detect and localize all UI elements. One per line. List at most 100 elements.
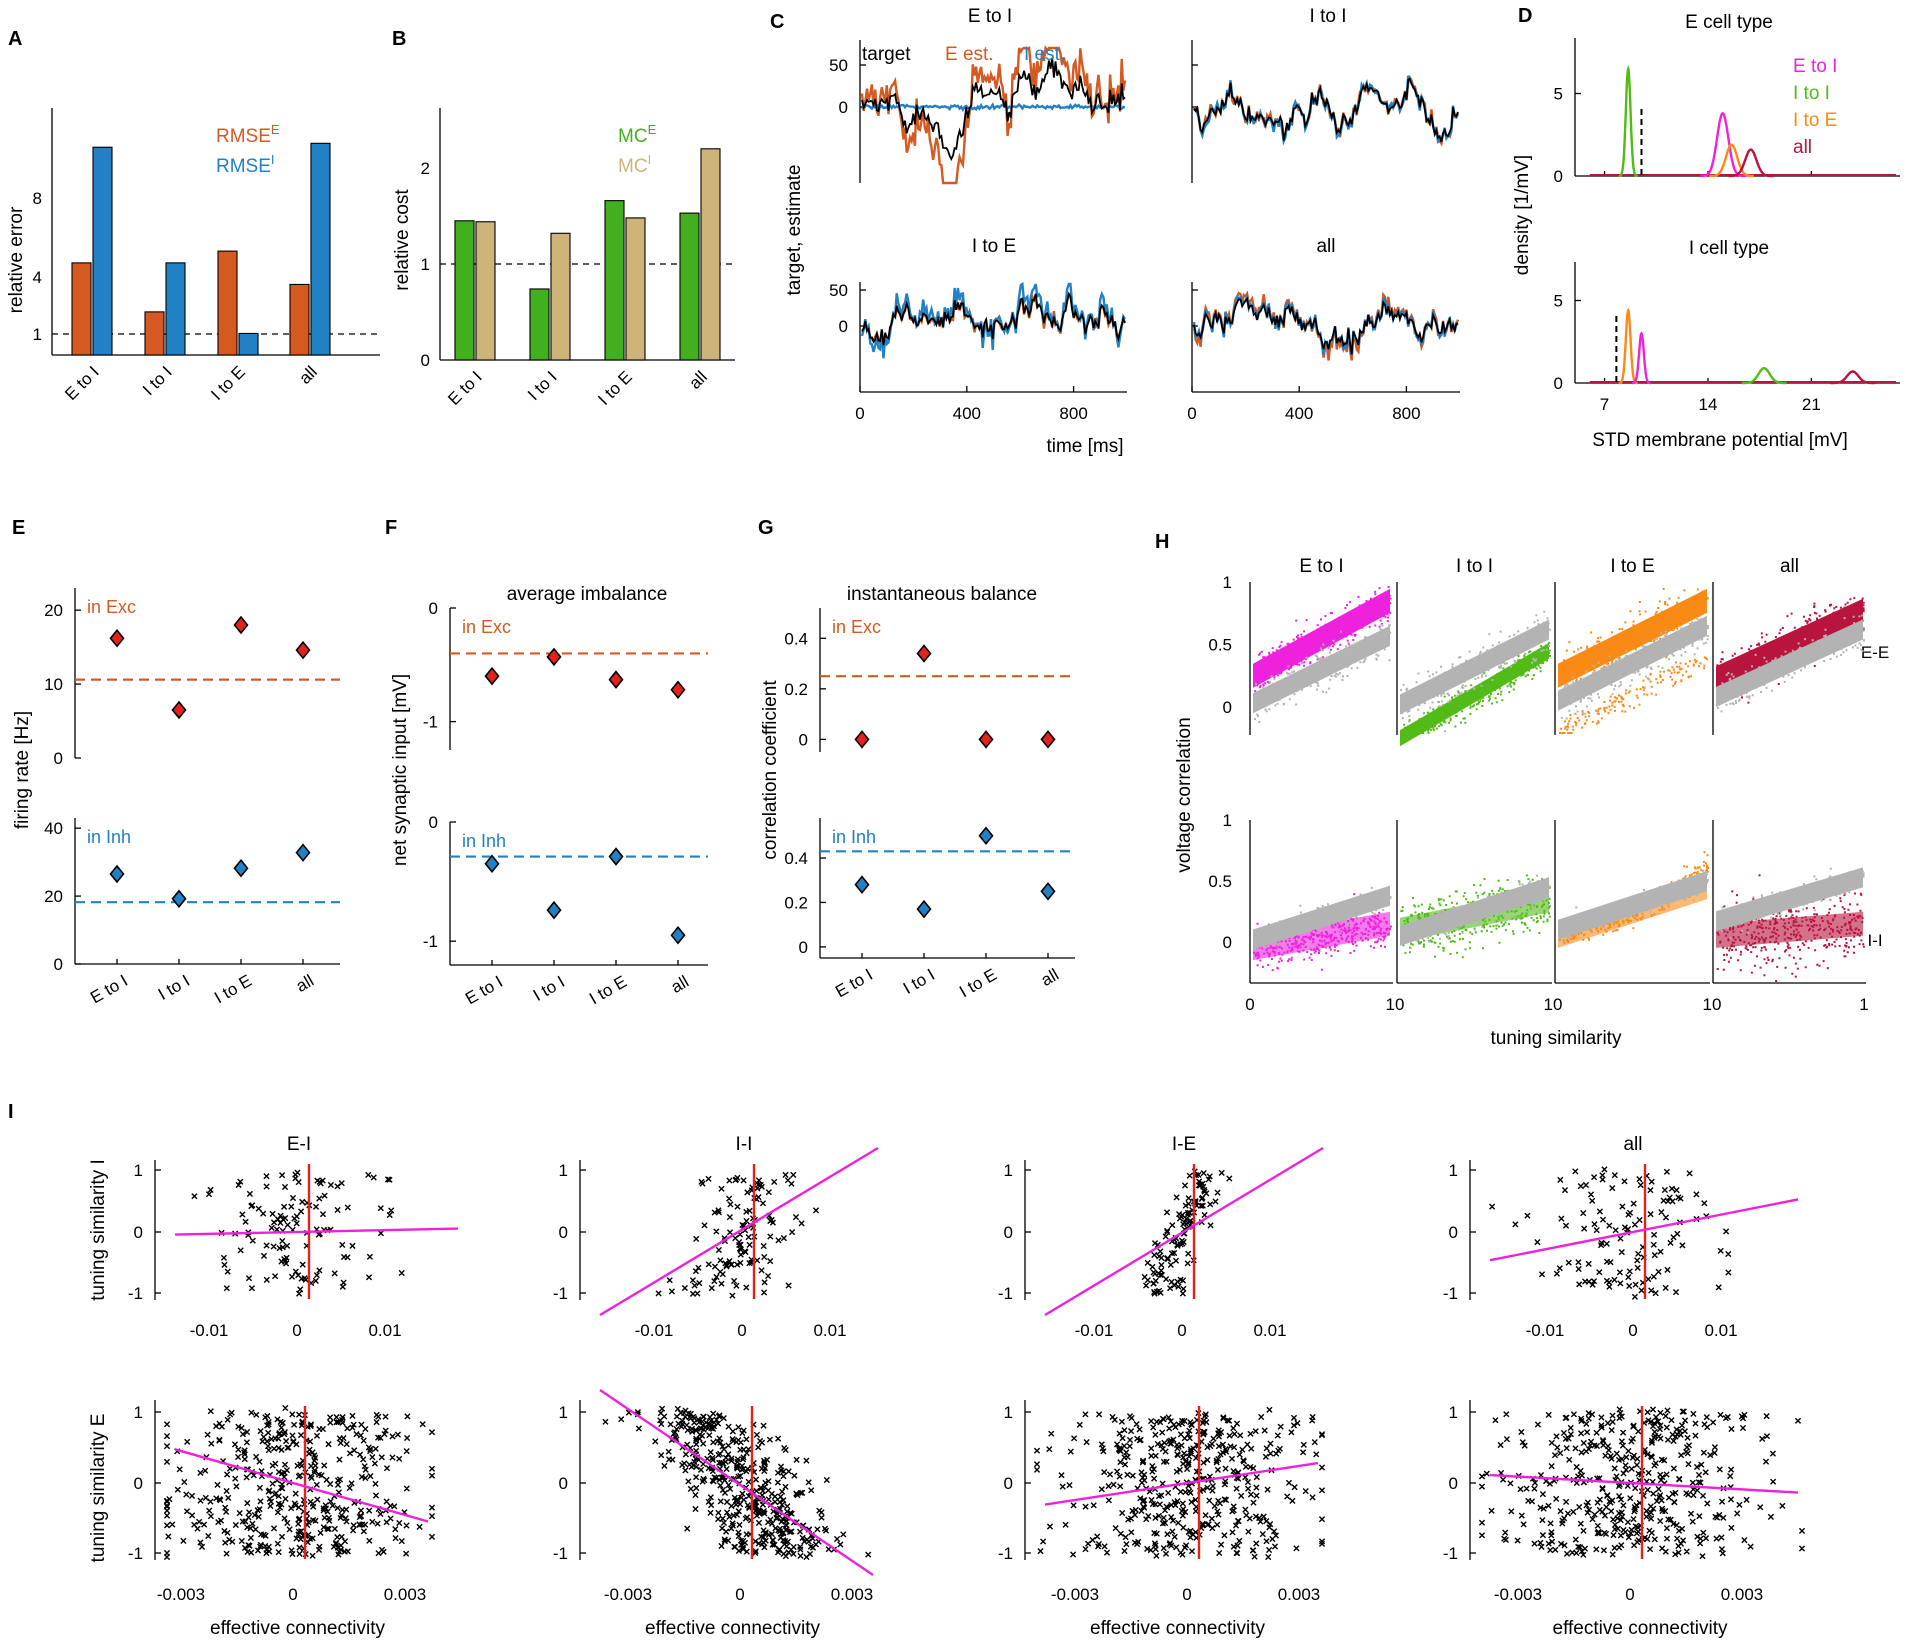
panel-h-ee-all-gray-scatter (1716, 614, 1865, 713)
panel-c-i-to-i-i-est-trace (1193, 75, 1460, 146)
panel-d-plot: 0 5 0 5 7 14 21 (1554, 38, 1900, 414)
panel-g: G correlation coefficient instantaneous … (758, 517, 1075, 1001)
panel-i-ylabel-bottom: tuning similarity E (88, 1414, 109, 1563)
panel-h-xtick-4: 1 (1859, 995, 1868, 1014)
panel-a-bar-e-to-i-rmsei (92, 146, 113, 356)
panel-i-top-all-xtick-0-01: 0.01 (1704, 1321, 1737, 1340)
panel-h-ylabel: voltage correlation (1174, 717, 1195, 872)
panel-b-xtick-i-to-i: I to I (524, 367, 561, 404)
panel-i-top-i-e-xtick-0-01: -0.01 (1075, 1321, 1114, 1340)
panel-i-bottom-i-e-ytick-1: -1 (998, 1544, 1013, 1563)
panel-i-top-all-scatter (1489, 1166, 1732, 1300)
panel-a-bar-i-to-i-rmsee (144, 311, 165, 356)
panel-c-all-xtick-800: 800 (1392, 404, 1420, 423)
panel-b-bar-i-to-e-mce (604, 200, 625, 361)
panel-d-i-density-i-to-e (1618, 307, 1638, 385)
panel-c-xlabel: time [ms] (1046, 436, 1123, 457)
panel-i-top-i-e-ytick-1: 1 (1004, 1161, 1013, 1180)
panel-f-bottom-marker-i-to-e (608, 847, 624, 866)
panel-i-top-e-i-xtick-0-01: -0.01 (190, 1321, 229, 1340)
panel-i-bottom-i-e-fit-line (1044, 1461, 1319, 1506)
panel-i-bottom-i-i-ytick-1: -1 (553, 1544, 568, 1563)
panel-b-ytick-1: 1 (421, 255, 430, 274)
panel-a-ytick-4: 4 (33, 268, 42, 287)
panel-i-top-e-i-xtick-0: 0 (292, 1321, 301, 1340)
panel-g-ylabel: correlation coefficient (760, 680, 781, 860)
panel-e-bottom-ytick-20: 20 (44, 887, 63, 906)
panel-i-title-i-e: I-E (1172, 1134, 1196, 1155)
panel-a-bar-i-to-i-rmsei (165, 262, 186, 356)
panel-g-bottom-ytick-0: 0 (799, 938, 808, 957)
panel-c-legend-target: target (862, 44, 911, 65)
panel-c-all-xtick-0: 0 (1187, 404, 1196, 423)
panel-i-bottom-i-e-xtick-0: 0 (1182, 1585, 1191, 1604)
panel-i-title-e-i: E-I (287, 1134, 311, 1155)
panel-h-ee-e-to-i-ytick-0: 0 (1223, 698, 1232, 717)
panel-a-xtick-i-to-e: I to E (207, 362, 248, 403)
panel-g-top-marker-all (1040, 730, 1056, 749)
panel-e-xtick-e-to-i: E to I (87, 971, 131, 1007)
panel-b-xtick-e-to-i: E to I (444, 367, 485, 408)
panel-d-legend-all: all (1793, 137, 1812, 158)
panel-i-top-i-i-ytick-1: -1 (553, 1284, 568, 1303)
panel-c-all-target-trace (1193, 296, 1459, 355)
panel-f-top-ytick-1: -1 (423, 713, 438, 732)
panel-i-bottom-all-xtick-0-003: -0.003 (1494, 1585, 1542, 1604)
panel-a-xtick-i-to-i: I to I (139, 362, 176, 399)
panel-h-ee-e-to-i-band (1253, 588, 1390, 688)
panel-f-bottom-ytick-1: -1 (423, 932, 438, 951)
panel-h-title-all: all (1780, 556, 1799, 577)
panel-c-i-to-e-ytick-0: 0 (839, 317, 848, 336)
panel-i-top-all-fit-line (1489, 1198, 1799, 1262)
panel-a: A relative error 1 4 8 E to I I to I I to … (6, 28, 380, 404)
panel-e-top-ytick-20: 20 (44, 601, 63, 620)
panel-f: F net synaptic input [mV] average imbala… (385, 517, 708, 1008)
panel-i-top-all-ytick-0: 0 (1449, 1223, 1458, 1242)
panel-b-bar-i-to-i-mci (550, 232, 571, 361)
panel-d-i-ytick-0: 0 (1554, 374, 1563, 393)
panel-f-top-ytick-0: 0 (429, 599, 438, 618)
panel-i-bottom-e-i-ytick-1: -1 (128, 1544, 143, 1563)
panel-a-ylabel: relative error (6, 206, 27, 313)
panel-d-legend-e-to-i: E to I (1793, 56, 1837, 77)
panel-a-bars (71, 142, 331, 356)
panel-i-bottom-e-i-ytick-1: 1 (134, 1403, 143, 1422)
panel-c-all-title: all (1316, 236, 1335, 257)
panel-i-bottom-i-i-xtick-0-003: -0.003 (604, 1585, 652, 1604)
panel-i-top-i-i-xtick-0-01: 0.01 (813, 1321, 846, 1340)
panel-i-top-all-ytick-1: 1 (1449, 1161, 1458, 1180)
panel-i: I tuning similarity I tuning similarity … (8, 1101, 1806, 1639)
panel-d-i-ytick-5: 5 (1554, 292, 1563, 311)
panel-h-letter: H (1155, 531, 1169, 553)
panel-h-ee-e-to-i-gray-band (1253, 625, 1390, 714)
panel-i-plot: E-I 1 0 -1 -0.01 0 0.01 I-I 1 0 -1 -0.01 0 0.01 I-E 1 0 -… (128, 1134, 1806, 1639)
panel-i-bottom-all-xlabel: effective connectivity (1553, 1618, 1728, 1639)
panel-d-letter: D (1518, 5, 1532, 27)
panel-f-bottom-marker-i-to-i (546, 900, 562, 920)
panel-i-top-e-i-ytick-1: 1 (134, 1161, 143, 1180)
panel-e-xtick-i-to-i: I to I (155, 971, 193, 1004)
panel-a-bar-e-to-i-rmsee (71, 262, 92, 356)
panel-h-ii-e-to-i-ytick-1: 1 (1223, 811, 1232, 830)
panel-d-ylabel: density [1/mV] (1512, 155, 1533, 275)
panel-i-bottom-all-fit-line (1489, 1473, 1799, 1494)
panel-b-bars (454, 148, 721, 361)
panel-b-bar-e-to-i-mci (475, 221, 496, 361)
panel-i-bottom-e-i-scatter (163, 1404, 436, 1561)
panel-i-bottom-i-i-xtick-0: 0 (735, 1585, 744, 1604)
panel-b: B relative cost 0 1 2 E to I I to I I to E… (392, 28, 735, 409)
panel-e-top-ytick-10: 10 (44, 675, 63, 694)
panel-f-top-marker-i-to-i (546, 647, 562, 667)
panel-h-ee-i-to-e-band (1558, 588, 1707, 688)
panel-i-top-all-xtick-0-01: -0.01 (1526, 1321, 1565, 1340)
panel-g-bottom-marker-i-to-i (916, 899, 932, 919)
panel-h-ee-e-to-i-gray-scatter (1253, 614, 1392, 723)
panel-g-title: instantaneous balance (847, 584, 1037, 605)
panel-h-xtick-3: 10 (1703, 995, 1722, 1014)
panel-d-i-density-i-to-i (1741, 366, 1787, 385)
panel-h-ii-e-to-i-scatter (1253, 893, 1392, 971)
panel-i-bottom-i-e-ytick-0: 0 (1004, 1474, 1013, 1493)
panel-c-legend-e-est: E est. (945, 44, 994, 65)
panel-d-e-ytick-0: 0 (1554, 167, 1563, 186)
